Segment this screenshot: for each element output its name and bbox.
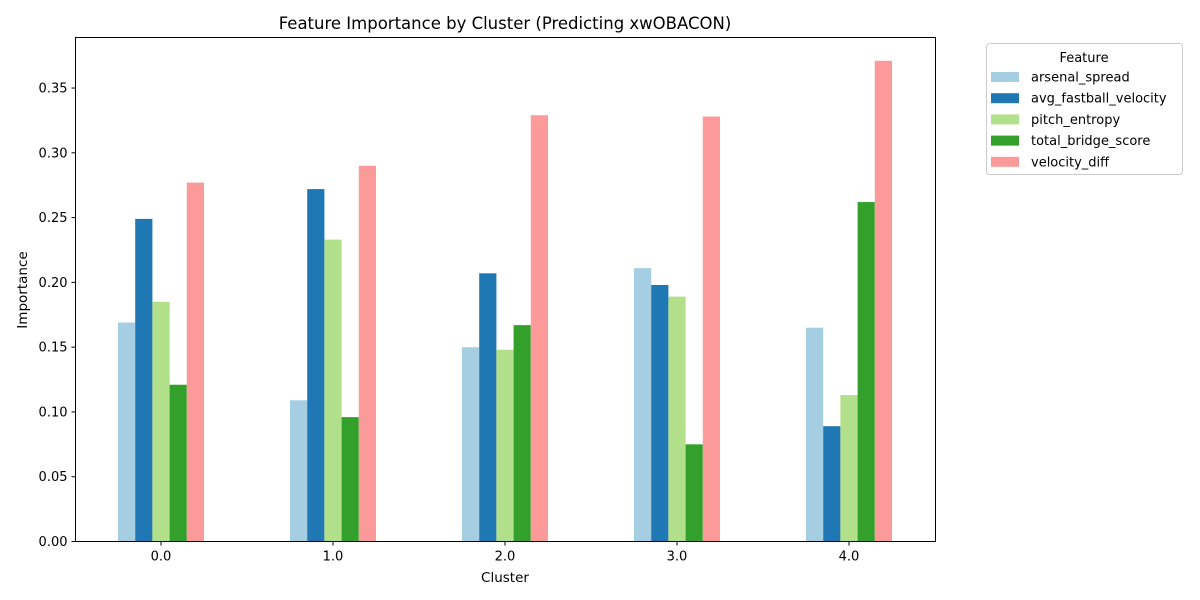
- bar-pitch_entropy-cluster-4: [840, 395, 858, 542]
- bar-arsenal_spread-cluster-2: [462, 347, 480, 542]
- bars-layer: [118, 60, 892, 542]
- legend-label-avg_fastball_velocity: avg_fastball_velocity: [1031, 92, 1167, 107]
- y-tick-label: 0.00: [39, 535, 68, 550]
- y-tick-label: 0.10: [39, 405, 68, 420]
- bar-velocity_diff-cluster-0: [186, 182, 204, 542]
- legend-title: Feature: [1059, 51, 1108, 66]
- y-tick-label: 0.25: [39, 211, 68, 226]
- bar-arsenal_spread-cluster-1: [290, 400, 308, 542]
- bar-pitch_entropy-cluster-1: [324, 239, 342, 542]
- y-tick-label: 0.20: [39, 276, 68, 291]
- bar-arsenal_spread-cluster-0: [118, 322, 136, 542]
- x-tick-label: 2.0: [495, 550, 516, 565]
- bar-total_bridge_score-cluster-1: [341, 417, 359, 542]
- bar-arsenal_spread-cluster-3: [634, 268, 652, 542]
- y-axis-label: Importance: [15, 251, 31, 328]
- plot-frame: [75, 37, 936, 542]
- bar-avg_fastball_velocity-cluster-0: [135, 218, 153, 542]
- bar-pitch_entropy-cluster-0: [152, 301, 170, 542]
- x-tick-label: 0.0: [151, 550, 172, 565]
- y-tick-label: 0.15: [39, 341, 68, 356]
- legend-swatch-velocity_diff: [991, 156, 1019, 167]
- bar-velocity_diff-cluster-4: [874, 60, 892, 542]
- x-axis-ticks: 0.0 1.0 2.0 3.0 4.0: [151, 541, 860, 565]
- bar-velocity_diff-cluster-3: [702, 116, 720, 542]
- legend-swatch-arsenal_spread: [991, 72, 1019, 82]
- legend-label-velocity_diff: velocity_diff: [1031, 155, 1110, 170]
- y-tick-label: 0.30: [39, 146, 68, 161]
- legend-label-pitch_entropy: pitch_entropy: [1031, 113, 1120, 128]
- bar-total_bridge_score-cluster-0: [169, 384, 187, 542]
- legend-label-total_bridge_score: total_bridge_score: [1031, 134, 1150, 149]
- x-tick-label: 4.0: [839, 550, 860, 565]
- bar-avg_fastball_velocity-cluster-3: [651, 284, 669, 542]
- bar-total_bridge_score-cluster-2: [513, 325, 531, 542]
- bar-total_bridge_score-cluster-4: [857, 202, 875, 542]
- legend-swatch-avg_fastball_velocity: [991, 93, 1019, 104]
- x-tick-label: 1.0: [323, 550, 344, 565]
- legend-swatch-pitch_entropy: [991, 114, 1019, 125]
- legend-label-arsenal_spread: arsenal_spread: [1031, 71, 1130, 86]
- chart-title: Feature Importance by Cluster (Predictin…: [279, 14, 732, 33]
- y-tick-label: 0.05: [39, 470, 68, 485]
- bar-pitch_entropy-cluster-3: [668, 296, 686, 542]
- bar-avg_fastball_velocity-cluster-1: [307, 189, 325, 542]
- y-tick-label: 0.35: [39, 82, 68, 97]
- legend: Feature arsenal_spread avg_fastball_veloc…: [986, 43, 1183, 175]
- bar-arsenal_spread-cluster-4: [806, 327, 824, 542]
- bar-pitch_entropy-cluster-2: [496, 349, 514, 542]
- bar-avg_fastball_velocity-cluster-4: [823, 426, 841, 542]
- legend-swatch-total_bridge_score: [991, 135, 1019, 146]
- bar-total_bridge_score-cluster-3: [685, 444, 703, 542]
- bar-velocity_diff-cluster-2: [530, 115, 548, 542]
- bar-avg_fastball_velocity-cluster-2: [479, 273, 497, 542]
- legend-frame: [986, 43, 1183, 175]
- x-axis-label: Cluster: [481, 570, 529, 586]
- y-axis-ticks: 0.00 0.05 0.10 0.15 0.20 0.25 0.30 0.35: [39, 82, 76, 550]
- x-tick-label: 3.0: [667, 550, 688, 565]
- bar-velocity_diff-cluster-1: [358, 165, 376, 542]
